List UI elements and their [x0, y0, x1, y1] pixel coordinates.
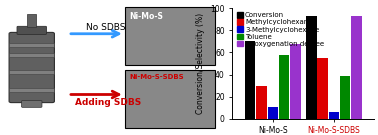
- Bar: [9, 53, 54, 57]
- Bar: [268, 107, 278, 119]
- Bar: [9, 70, 54, 74]
- Bar: [329, 112, 339, 119]
- FancyBboxPatch shape: [22, 101, 42, 107]
- Bar: [279, 55, 289, 119]
- Bar: [318, 58, 328, 119]
- FancyBboxPatch shape: [125, 70, 215, 128]
- Y-axis label: Conversion/Selectivity (%): Conversion/Selectivity (%): [196, 13, 205, 114]
- FancyBboxPatch shape: [17, 26, 46, 34]
- Bar: [351, 16, 362, 119]
- Text: Ni-Mo-S: Ni-Mo-S: [129, 12, 163, 21]
- Bar: [245, 41, 256, 119]
- Bar: [9, 43, 54, 47]
- Bar: [27, 14, 36, 27]
- Bar: [256, 86, 267, 119]
- Bar: [306, 16, 316, 119]
- Text: Ni-Mo-S-SDBS: Ni-Mo-S-SDBS: [129, 74, 184, 80]
- Bar: [9, 88, 54, 92]
- Text: Adding SDBS: Adding SDBS: [75, 98, 141, 107]
- Bar: [290, 43, 301, 119]
- FancyBboxPatch shape: [125, 7, 215, 65]
- FancyBboxPatch shape: [9, 32, 54, 103]
- Legend: Conversion, Methylcyclohexane, 3-Methylcyclohexene, Toluene, Deoxygenation degre: Conversion, Methylcyclohexane, 3-Methylc…: [236, 12, 325, 48]
- Text: No SDBS: No SDBS: [86, 23, 125, 31]
- Bar: [340, 76, 350, 119]
